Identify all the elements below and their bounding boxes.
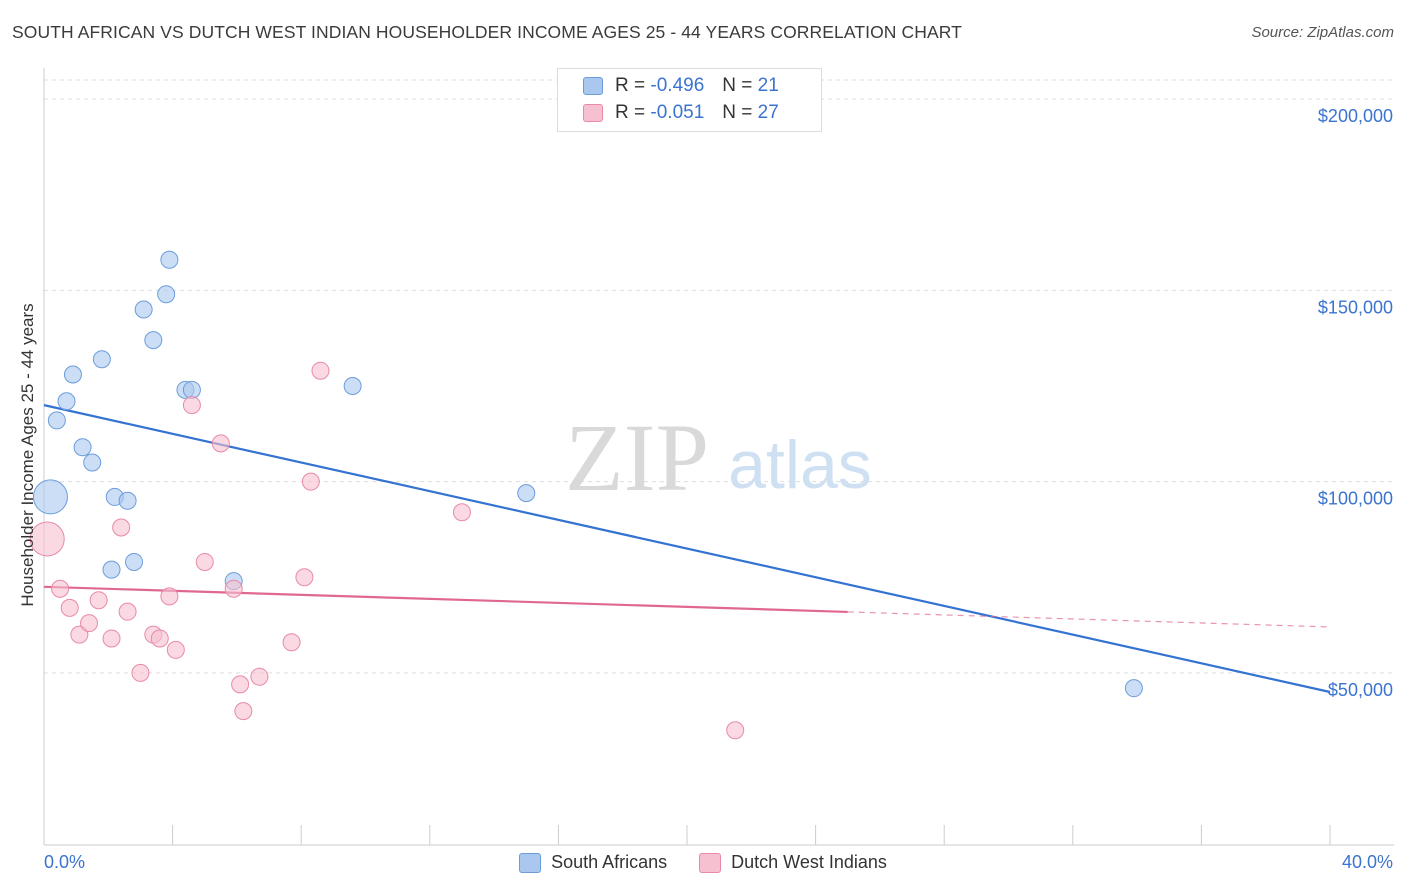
data-point-blue [118,491,137,510]
data-point-pink [452,503,471,522]
legend-n-value: 27 [757,102,779,123]
data-point-pink [231,675,250,694]
data-point-pink [282,633,301,652]
data-point-blue [1124,679,1143,698]
series-swatch-blue [519,852,542,873]
data-point-blue [102,560,121,579]
legend-swatch-pink [583,104,603,122]
series-legend-item-south-africans: South Africans [519,852,667,873]
y-tick-labels: $50,000 $100,000 $150,000 $200,000 [1318,106,1393,700]
series-legend-label: Dutch West Indians [731,852,887,872]
watermark-zip: ZIP [565,404,709,511]
trend-line-blue [43,404,1331,694]
legend-r-label: R = [615,75,646,96]
data-point-pink [118,602,137,621]
data-point-blue [63,365,82,384]
data-point-pink [195,552,214,571]
data-point-pink [295,568,314,587]
data-point-pink [102,629,121,648]
data-point-pink [29,521,65,557]
legend-r-value: -0.051 [650,102,705,123]
data-point-pink [51,579,70,598]
trend-lines [43,404,1331,694]
series-legend: South Africans Dutch West Indians [0,852,1406,873]
data-point-pink [160,587,179,606]
legend-row-south-africans: R = -0.496 N = 21 [583,74,779,98]
data-point-blue [32,479,68,515]
data-point-blue [73,438,92,457]
data-point-blue [83,453,102,472]
data-point-pink [182,396,201,415]
data-point-blue [517,484,536,503]
data-point-pink [234,702,253,721]
x-tick-label-min: 0.0% [44,852,86,872]
legend-swatch-blue [583,77,603,95]
data-point-blue [144,331,163,350]
legend-r-label: R = [615,102,646,123]
y-tick-label: $50,000 [1328,680,1393,700]
data-point-pink [211,434,230,453]
series-legend-label: South Africans [551,852,668,872]
source-credit: Source: ZipAtlas.com [1251,24,1394,41]
data-point-pink [224,579,243,598]
data-point-pink [60,598,79,617]
gridlines [44,79,1394,674]
series-legend-item-dutch-west-indians: Dutch West Indians [699,852,887,873]
watermark-atlas: atlas [728,427,872,503]
data-point-blue [343,377,362,395]
data-points [29,250,1143,740]
series-swatch-pink [699,852,722,873]
trend-line-extension-pink [847,611,1331,628]
trend-line-pink [43,585,848,614]
data-point-pink [311,361,330,380]
data-point-blue [157,285,176,304]
data-point-blue [92,350,111,369]
y-tick-label: $100,000 [1318,489,1393,509]
x-tick-label-max: 40.0% [1341,852,1393,872]
data-point-blue [160,250,179,269]
data-point-blue [182,380,201,399]
data-point-blue [134,300,153,319]
data-point-pink [166,640,185,659]
y-tick-label: $150,000 [1318,297,1393,317]
data-point-pink [150,629,169,648]
legend-n-label: N = [722,102,753,123]
data-point-blue [47,411,66,430]
data-point-blue [57,392,76,411]
data-point-blue [125,552,144,571]
watermark: ZIP atlas [565,404,872,511]
legend-r-value: -0.496 [650,75,705,96]
data-point-pink [70,625,89,644]
legend-n-value: 21 [757,75,779,96]
data-point-pink [301,472,320,491]
data-point-pink [80,614,99,633]
correlation-legend: R = -0.496 N = 21 R = -0.051 N = 27 [557,68,822,132]
axes [43,68,1394,846]
y-axis-label: Householder Income Ages 25 - 44 years [18,303,37,607]
y-tick-label: $200,000 [1318,106,1393,126]
data-point-pink [726,721,745,740]
legend-row-dutch-west-indians: R = -0.051 N = 27 [583,101,779,125]
chart-title: SOUTH AFRICAN VS DUTCH WEST INDIAN HOUSE… [12,22,962,42]
legend-n-label: N = [722,75,753,96]
data-point-pink [89,591,108,610]
data-point-pink [131,663,150,682]
data-point-pink [250,667,269,686]
data-point-pink [112,518,131,537]
